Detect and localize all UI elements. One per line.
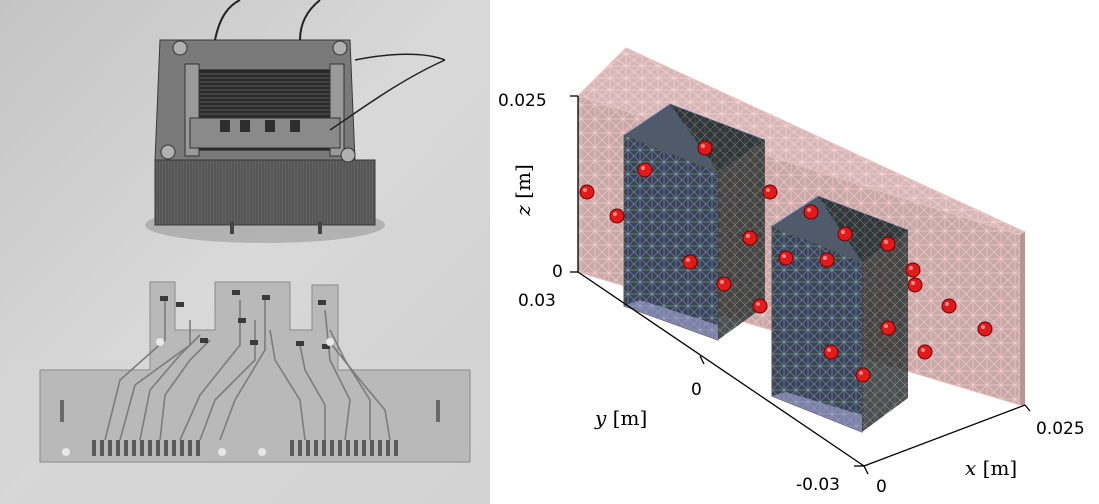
sensor-points	[579, 140, 993, 383]
transformer-photo	[0, 0, 490, 504]
sensor-sphere	[682, 254, 698, 270]
sensor-sphere	[762, 184, 778, 200]
sensor-highlight	[859, 371, 863, 375]
sensor-highlight	[686, 258, 690, 262]
z-axis-label: z [m]	[511, 164, 535, 216]
x-axis-line	[863, 404, 1026, 467]
sensor-sphere	[752, 298, 768, 314]
sensor-sphere	[819, 252, 835, 268]
core-block-1	[623, 103, 766, 341]
sensor-sphere	[837, 226, 853, 242]
sensor-sphere	[855, 367, 871, 383]
y-axis-line	[577, 271, 865, 467]
sensor-highlight	[756, 302, 760, 306]
sensor-highlight	[945, 302, 949, 306]
y-tick-middle: 0	[691, 380, 702, 400]
x-tick-left: 0	[876, 477, 887, 497]
sensor-sphere	[977, 321, 993, 337]
sensor-highlight	[981, 325, 985, 329]
sensor-sphere	[716, 276, 732, 292]
sensor-sphere	[697, 140, 713, 156]
sensor-highlight	[746, 234, 750, 238]
z-tick-bottom: 0	[552, 262, 563, 282]
sensor-highlight	[613, 212, 617, 216]
box-end-face	[1020, 232, 1025, 405]
sensor-highlight	[782, 254, 786, 258]
z-tick-top: 0.025	[498, 91, 547, 111]
y-tick-top: 0.03	[518, 291, 556, 311]
sensor-sphere	[823, 344, 839, 360]
sensor-highlight	[720, 280, 724, 284]
sensor-sphere	[742, 230, 758, 246]
sensor-highlight	[823, 256, 827, 260]
sensor-sphere	[907, 277, 923, 293]
sensor-highlight	[827, 348, 831, 352]
sensor-highlight	[841, 230, 845, 234]
sensor-sphere	[609, 208, 625, 224]
sensor-highlight	[909, 266, 913, 270]
sensor-sphere	[880, 236, 896, 252]
x-tick-right: 0.025	[1036, 419, 1085, 439]
sensor-highlight	[701, 144, 705, 148]
sensor-sphere	[880, 320, 896, 336]
sensor-sphere	[917, 344, 933, 360]
sensor-highlight	[641, 166, 645, 170]
sensor-highlight	[807, 208, 811, 212]
sensor-highlight	[921, 348, 925, 352]
sensor-pcb	[39, 281, 471, 463]
axes	[570, 95, 1031, 475]
sensor-highlight	[583, 188, 587, 192]
sensor-highlight	[884, 324, 888, 328]
sensor-highlight	[766, 188, 770, 192]
sensor-sphere	[778, 250, 794, 266]
sensor-sphere	[905, 262, 921, 278]
sensor-sphere	[941, 298, 957, 314]
y-axis-label: y [m]	[594, 406, 647, 430]
sensor-sphere	[579, 184, 595, 200]
sensor-sphere	[637, 162, 653, 178]
transformer	[145, 0, 446, 243]
x-axis-label: x [m]	[965, 456, 1017, 480]
y-tick-bottom: -0.03	[796, 475, 840, 495]
mesh-3d-plot: 0.025 0 0.03 0 -0.03 0 0.025 z [m] y [m]…	[498, 47, 1085, 497]
sensor-highlight	[911, 281, 915, 285]
sensor-highlight	[884, 240, 888, 244]
svg-text:z [m]: z [m]	[511, 164, 535, 216]
sensor-sphere	[803, 204, 819, 220]
